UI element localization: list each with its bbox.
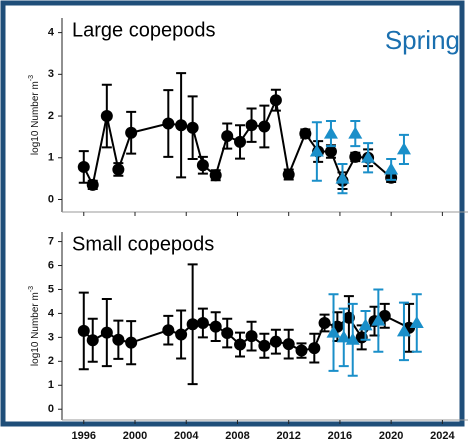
marker	[345, 332, 360, 345]
marker	[221, 327, 234, 340]
x-tick-label: 2000	[123, 430, 147, 442]
marker	[245, 330, 258, 343]
marker	[295, 344, 308, 357]
y-tick-label: 6	[48, 259, 54, 271]
marker	[269, 94, 282, 107]
marker	[77, 160, 90, 173]
marker	[196, 159, 209, 172]
marker	[209, 320, 222, 333]
marker	[299, 127, 312, 140]
marker	[162, 324, 175, 337]
marker	[269, 335, 282, 348]
marker	[209, 169, 222, 182]
marker	[112, 333, 125, 346]
x-tick-label: 2020	[379, 430, 403, 442]
marker	[245, 119, 258, 132]
marker	[125, 126, 138, 139]
x-tick-label: 2024	[430, 430, 455, 442]
marker	[282, 338, 295, 351]
y-tick-label: 7	[48, 235, 54, 247]
y-tick-label: 3	[48, 331, 54, 343]
panel-title: Small copepods	[72, 233, 214, 255]
x-tick-label: 2016	[328, 430, 352, 442]
marker	[323, 126, 338, 139]
marker	[348, 126, 363, 139]
marker	[234, 338, 247, 351]
y-axis-label: log10 Number m-3	[28, 75, 41, 155]
marker	[258, 339, 271, 352]
marker	[77, 324, 90, 337]
marker	[358, 318, 373, 331]
y-axis-label-text: log10 Number m	[30, 81, 41, 155]
marker	[308, 342, 321, 355]
marker	[326, 325, 341, 338]
marker	[378, 309, 391, 322]
marker	[234, 135, 247, 148]
y-axis-label-sup: -3	[28, 75, 35, 81]
frame	[0, 0, 465, 427]
y-tick-label: 4	[48, 307, 55, 319]
marker	[162, 117, 175, 130]
marker	[125, 336, 138, 349]
y-axis-label-text: log10 Number m	[30, 292, 41, 366]
y-tick-label: 0	[48, 193, 54, 205]
marker	[186, 318, 199, 331]
annotation: Spring	[385, 25, 460, 55]
y-tick-label: 5	[48, 283, 54, 295]
x-tick-label: 2004	[174, 430, 199, 442]
marker	[221, 130, 234, 143]
marker	[186, 121, 199, 134]
marker	[100, 110, 113, 123]
y-tick-label: 3	[48, 68, 54, 80]
marker	[335, 171, 350, 184]
marker	[318, 317, 331, 330]
marker	[324, 145, 337, 158]
panel-title: Large copepods	[72, 19, 215, 41]
marker	[86, 334, 99, 347]
x-tick-label: 1996	[72, 430, 96, 442]
marker	[349, 150, 362, 163]
marker	[396, 142, 411, 155]
y-tick-label: 1	[48, 152, 54, 164]
marker	[409, 316, 424, 329]
y-tick-label: 4	[48, 27, 55, 39]
marker	[336, 330, 351, 343]
y-tick-label: 0	[48, 403, 54, 415]
marker	[258, 120, 271, 133]
marker	[361, 150, 376, 163]
marker	[86, 178, 99, 191]
y-axis-label-sup: -3	[28, 286, 35, 292]
x-tick-label: 2008	[225, 430, 249, 442]
y-tick-label: 1	[48, 379, 54, 391]
x-tick-label: 2012	[276, 430, 300, 442]
marker	[396, 324, 411, 337]
marker	[282, 168, 295, 181]
y-tick-label: 2	[48, 355, 54, 367]
y-tick-label: 2	[48, 110, 54, 122]
marker	[100, 326, 113, 339]
marker	[112, 163, 125, 176]
marker	[175, 328, 188, 341]
marker	[175, 119, 188, 132]
marker	[309, 144, 324, 157]
marker	[371, 313, 386, 326]
marker	[196, 317, 209, 330]
marker	[384, 162, 399, 175]
y-axis-label: log10 Number m-3	[28, 286, 41, 366]
